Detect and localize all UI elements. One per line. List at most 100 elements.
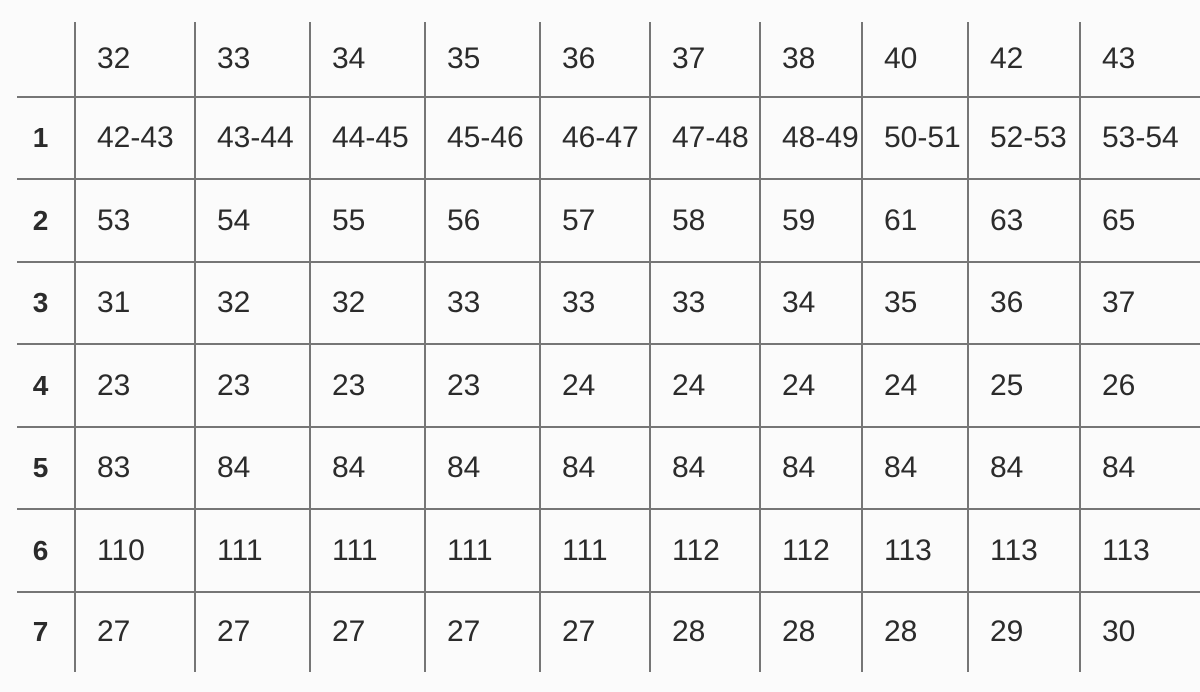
table-cell: 84 (332, 451, 366, 484)
table-cell: 27 (217, 615, 251, 648)
horizontal-divider (17, 426, 1200, 428)
vertical-divider (424, 22, 426, 672)
row-label: 7 (32, 616, 49, 647)
table-cell: 27 (332, 615, 366, 648)
table-cell: 42-43 (97, 121, 174, 154)
table-cell: 26 (1102, 368, 1136, 402)
vertical-divider (194, 22, 196, 672)
column-header: 32 (97, 41, 131, 75)
table-cell: 113 (1102, 533, 1150, 567)
table-cell: 23 (217, 368, 251, 402)
table-cell: 43-44 (217, 121, 294, 154)
table-cell: 84 (672, 451, 706, 484)
column-header: 36 (562, 41, 596, 75)
table-cell: 84 (884, 451, 918, 484)
table-cell: 59 (782, 203, 816, 237)
vertical-divider (74, 22, 76, 672)
table-cell: 84 (1102, 451, 1136, 484)
table-cell: 25 (990, 368, 1024, 402)
table-cell: 33 (672, 286, 706, 319)
table-cell: 53-54 (1102, 121, 1179, 154)
table-cell: 53 (97, 203, 131, 237)
table-cell: 46-47 (562, 121, 639, 154)
table-cell: 112 (672, 533, 720, 567)
column-header: 34 (332, 41, 366, 75)
vertical-divider (649, 22, 651, 672)
table-cell: 56 (447, 203, 481, 237)
horizontal-divider (17, 343, 1200, 345)
table-cell: 27 (562, 615, 596, 648)
horizontal-divider (17, 591, 1200, 593)
table-cell: 84 (990, 451, 1024, 484)
table-cell: 28 (672, 615, 706, 648)
table-cell: 24 (672, 368, 706, 402)
table-cell: 32 (332, 286, 366, 319)
table-cell: 23 (447, 368, 481, 402)
table-cell: 30 (1102, 615, 1136, 648)
table-cell: 63 (990, 203, 1024, 237)
table-cell: 28 (884, 615, 918, 648)
table-cell: 24 (562, 368, 596, 402)
table-cell: 113 (884, 533, 932, 567)
row-label: 5 (32, 452, 49, 483)
table-cell: 37 (1102, 286, 1136, 319)
row-label: 4 (32, 369, 49, 401)
column-header: 42 (990, 41, 1024, 75)
table-cell: 27 (447, 615, 481, 648)
table-cell: 45-46 (447, 121, 524, 154)
corner-cell (0, 0, 75, 97)
table-cell: 54 (217, 203, 251, 237)
column-header: 33 (217, 41, 251, 75)
table-cell: 24 (782, 368, 816, 402)
table-cell: 111 (217, 533, 263, 567)
vertical-divider (309, 22, 311, 672)
size-chart-table: 32 33 34 35 36 37 38 40 42 43 1 42-43 43-44 44-45 45-4… (0, 0, 1179, 649)
horizontal-divider (17, 96, 1200, 98)
table-cell: 36 (990, 286, 1024, 319)
table-cell: 57 (562, 203, 596, 237)
table-cell: 23 (332, 368, 366, 402)
table-cell: 31 (97, 286, 131, 319)
table-cell: 110 (97, 533, 145, 567)
column-header: 43 (1102, 41, 1136, 75)
table-cell: 58 (672, 203, 706, 237)
table-cell: 84 (447, 451, 481, 484)
table-cell: 32 (217, 286, 251, 319)
table-cell: 65 (1102, 203, 1136, 237)
table-cell: 112 (782, 533, 830, 567)
table-cell: 33 (447, 286, 481, 319)
table-cell: 33 (562, 286, 596, 319)
row-label: 2 (32, 204, 49, 236)
table-cell: 113 (990, 533, 1038, 567)
table-cell: 23 (97, 368, 131, 402)
table-cell: 27 (97, 615, 131, 648)
row-label: 3 (32, 287, 49, 318)
table-cell: 34 (782, 286, 816, 319)
horizontal-divider (17, 178, 1200, 180)
vertical-divider (861, 22, 863, 672)
vertical-divider (967, 22, 969, 672)
horizontal-divider (17, 508, 1200, 510)
table-cell: 55 (332, 203, 366, 237)
table-cell: 61 (884, 203, 918, 237)
table-cell: 83 (97, 451, 131, 484)
table-cell: 50-51 (884, 121, 961, 154)
table-cell: 111 (447, 533, 493, 567)
table-cell: 52-53 (990, 121, 1067, 154)
table-cell: 48-49 (782, 121, 859, 154)
table-cell: 28 (782, 615, 816, 648)
vertical-divider (759, 22, 761, 672)
table-cell: 47-48 (672, 121, 749, 154)
horizontal-divider (17, 261, 1200, 263)
table-cell: 35 (884, 286, 918, 319)
row-label: 6 (32, 534, 49, 566)
table-cell: 84 (782, 451, 816, 484)
table-cell: 84 (562, 451, 596, 484)
table-cell: 111 (562, 533, 608, 567)
column-header: 40 (884, 41, 918, 75)
table-cell: 24 (884, 368, 918, 402)
vertical-divider (1079, 22, 1081, 672)
table-cell: 84 (217, 451, 251, 484)
column-header: 38 (782, 41, 816, 75)
